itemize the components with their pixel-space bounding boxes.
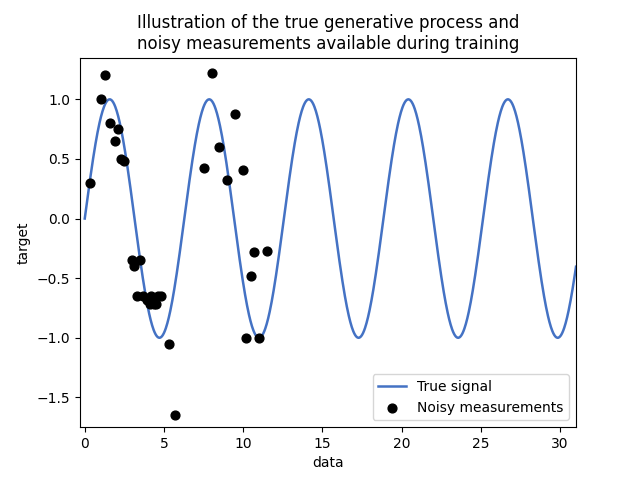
Noisy measurements bbox=[100, 72, 111, 79]
Noisy measurements bbox=[116, 155, 126, 163]
Noisy measurements bbox=[246, 272, 256, 280]
X-axis label: data: data bbox=[312, 456, 344, 470]
Y-axis label: target: target bbox=[17, 221, 31, 264]
Noisy measurements bbox=[207, 69, 217, 77]
Noisy measurements bbox=[230, 110, 241, 118]
Noisy measurements bbox=[151, 300, 161, 308]
True signal bbox=[298, 108, 305, 114]
Noisy measurements bbox=[238, 166, 248, 173]
Noisy measurements bbox=[141, 296, 152, 303]
Noisy measurements bbox=[95, 96, 106, 103]
Noisy measurements bbox=[132, 292, 142, 300]
True signal bbox=[404, 96, 412, 102]
Noisy measurements bbox=[198, 165, 209, 172]
Noisy measurements bbox=[109, 137, 120, 145]
Noisy measurements bbox=[249, 248, 259, 256]
True signal bbox=[280, 216, 288, 221]
Noisy measurements bbox=[262, 247, 272, 254]
True signal bbox=[474, 255, 481, 261]
True signal bbox=[572, 264, 580, 270]
Legend: True signal, Noisy measurements: True signal, Noisy measurements bbox=[372, 374, 569, 420]
Noisy measurements bbox=[148, 300, 159, 308]
Noisy measurements bbox=[127, 256, 138, 264]
True signal bbox=[156, 335, 163, 341]
Noisy measurements bbox=[119, 157, 129, 165]
Noisy measurements bbox=[146, 292, 156, 300]
Noisy measurements bbox=[254, 334, 264, 342]
Noisy measurements bbox=[170, 411, 180, 419]
True signal bbox=[131, 218, 139, 224]
True signal bbox=[81, 216, 88, 221]
Noisy measurements bbox=[145, 300, 155, 308]
Noisy measurements bbox=[113, 125, 123, 133]
Noisy measurements bbox=[84, 179, 95, 187]
Noisy measurements bbox=[222, 177, 232, 184]
Noisy measurements bbox=[156, 292, 166, 300]
Noisy measurements bbox=[164, 340, 174, 348]
True signal bbox=[465, 309, 473, 315]
Noisy measurements bbox=[154, 292, 164, 300]
Noisy measurements bbox=[214, 143, 225, 151]
Noisy measurements bbox=[105, 120, 115, 127]
True signal bbox=[419, 144, 427, 150]
Noisy measurements bbox=[135, 256, 145, 264]
Line: True signal: True signal bbox=[84, 99, 576, 338]
Noisy measurements bbox=[129, 263, 139, 270]
Title: Illustration of the true generative process and
noisy measurements available dur: Illustration of the true generative proc… bbox=[137, 14, 519, 53]
Noisy measurements bbox=[241, 334, 252, 342]
Noisy measurements bbox=[138, 292, 148, 300]
